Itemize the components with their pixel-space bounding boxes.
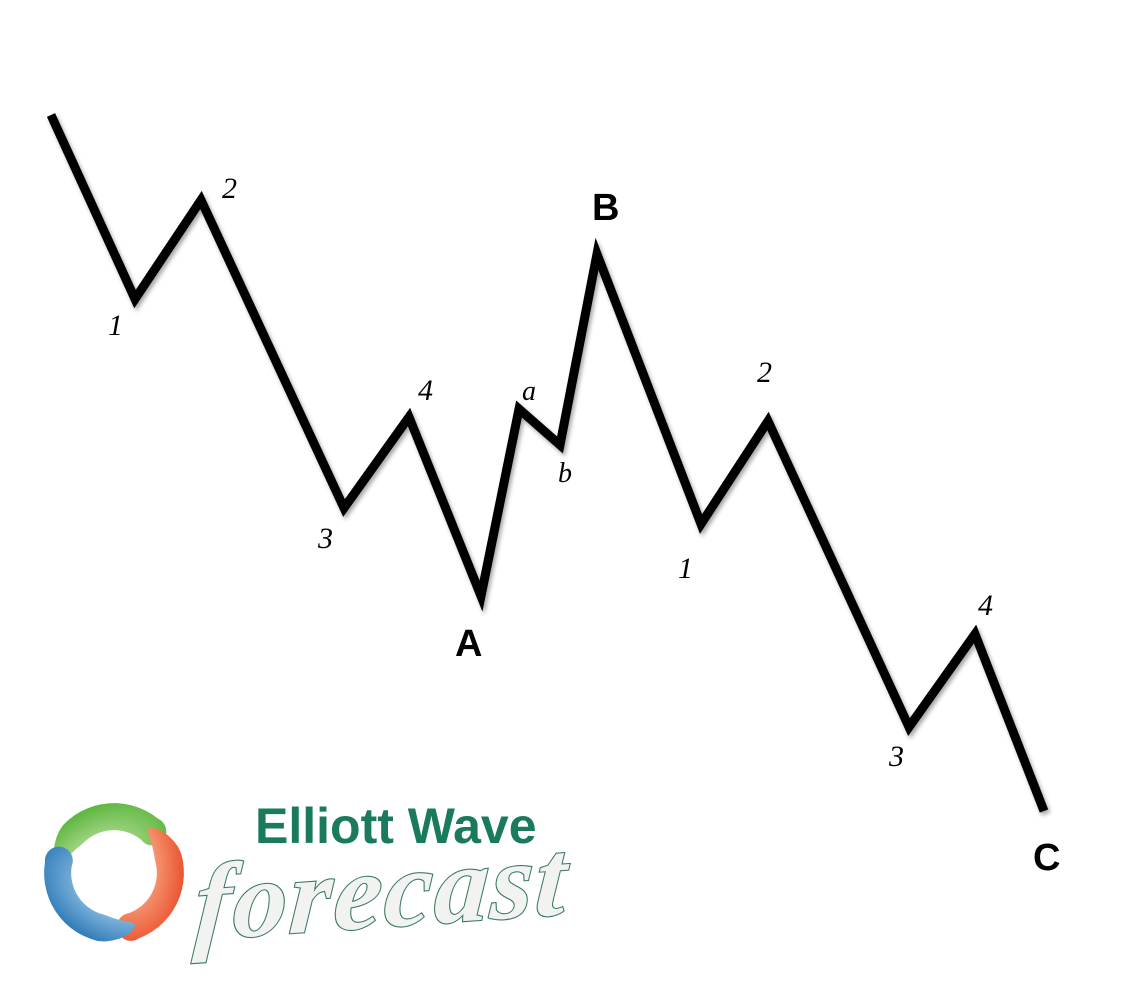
svg-text:A: A xyxy=(455,623,482,665)
svg-text:forecast: forecast xyxy=(191,818,573,964)
svg-text:4: 4 xyxy=(418,374,433,407)
svg-text:1: 1 xyxy=(678,552,693,585)
svg-text:4: 4 xyxy=(978,589,993,622)
svg-text:B: B xyxy=(592,187,619,229)
svg-text:2: 2 xyxy=(222,172,237,205)
svg-text:1: 1 xyxy=(108,309,123,342)
svg-text:2: 2 xyxy=(757,356,772,389)
svg-text:C: C xyxy=(1033,837,1060,879)
svg-text:3: 3 xyxy=(888,740,904,773)
svg-text:b: b xyxy=(558,458,572,489)
svg-text:3: 3 xyxy=(317,522,333,555)
svg-text:a: a xyxy=(522,376,536,407)
